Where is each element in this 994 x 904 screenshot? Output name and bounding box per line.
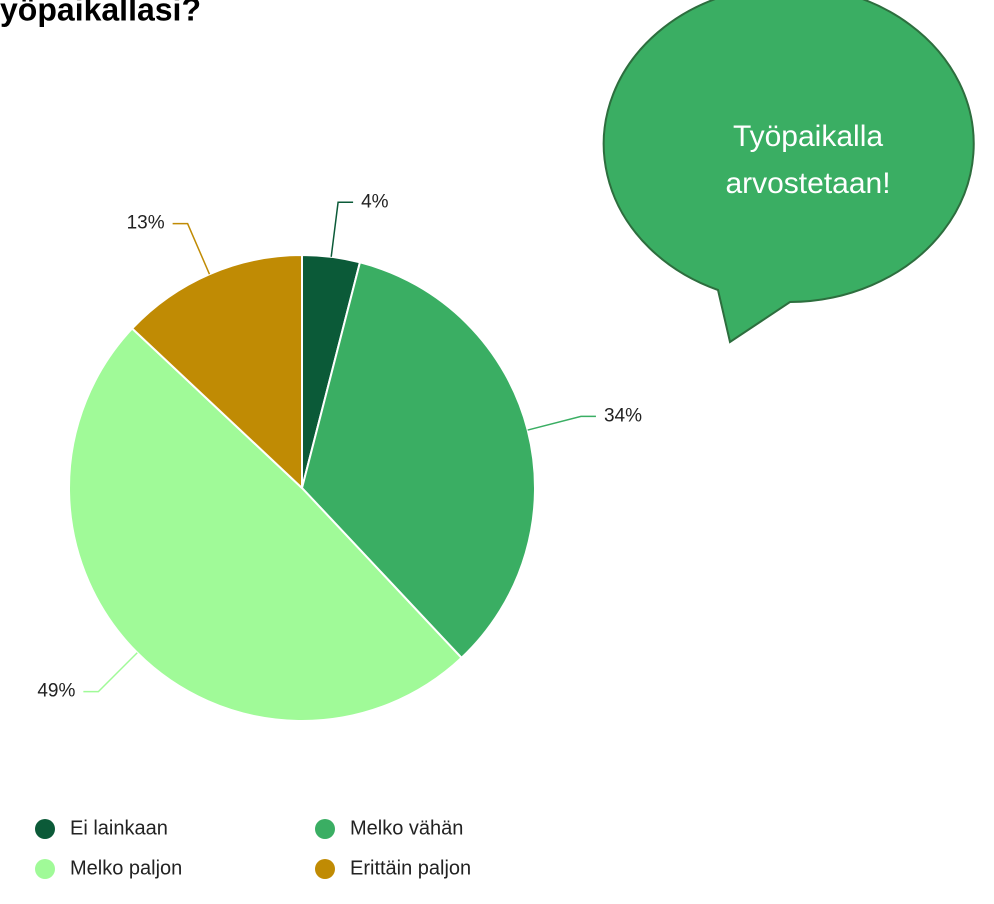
leader-line xyxy=(527,415,596,431)
legend-label: Melko vähän xyxy=(350,817,463,839)
legend-swatch xyxy=(315,819,335,839)
leader-line xyxy=(172,222,211,275)
leader-line xyxy=(83,652,138,693)
pie-slice xyxy=(130,253,303,491)
speech-bubble: Työpaikalla arvostetaan! xyxy=(602,0,975,344)
pie-slice xyxy=(68,327,463,722)
data-label: 49% xyxy=(37,681,75,702)
bubble-text: arvostetaan! xyxy=(725,167,890,200)
data-label: 4% xyxy=(361,191,389,212)
legend-label: Erittäin paljon xyxy=(350,857,471,879)
chart-title: yöpaikallasi? xyxy=(0,0,201,27)
data-label: 34% xyxy=(604,405,642,426)
legend-label: Ei lainkaan xyxy=(70,817,168,839)
bubble-shape xyxy=(602,0,975,344)
data-label: 13% xyxy=(127,213,165,234)
leader-line xyxy=(330,201,354,257)
legend-swatch xyxy=(35,819,55,839)
legend-label: Melko paljon xyxy=(70,857,182,879)
bubble-text: Työpaikalla xyxy=(733,120,883,153)
legend-swatch xyxy=(315,859,335,879)
legend-swatch xyxy=(35,859,55,879)
